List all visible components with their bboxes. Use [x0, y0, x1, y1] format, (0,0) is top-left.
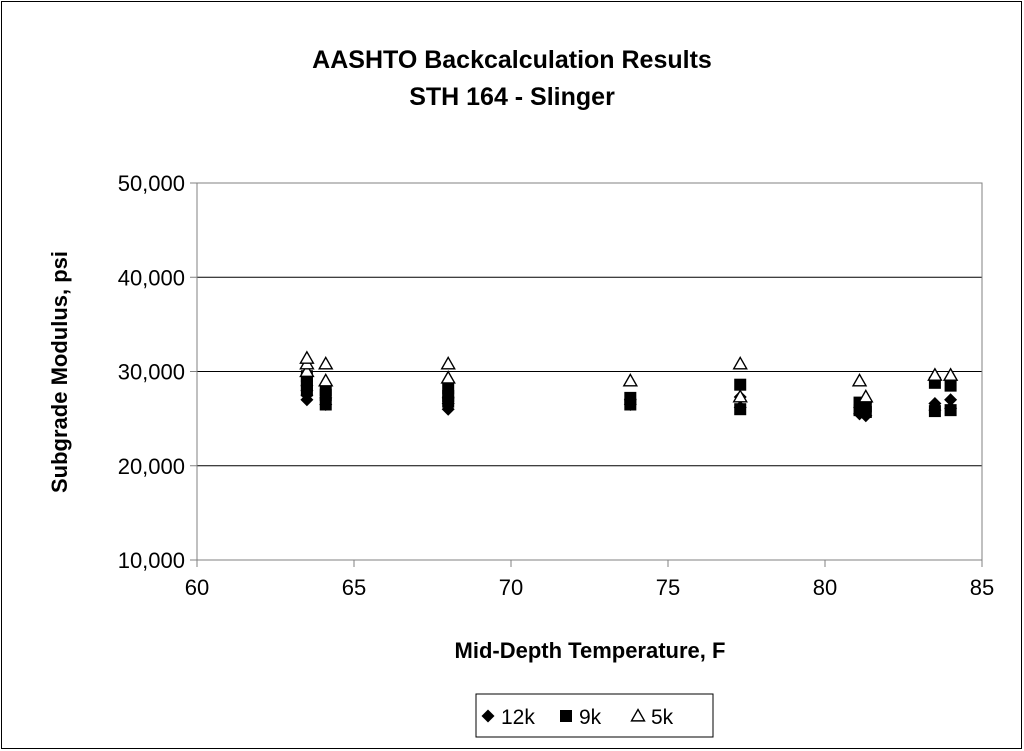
point-9k: [734, 403, 747, 416]
y-axis: 10,000 20,000 30,000 40,000 50,000: [118, 171, 198, 573]
legend: 12k 9k 5k: [475, 693, 714, 738]
point-5k: [299, 350, 315, 364]
legend-marker-5k: [630, 708, 646, 722]
point-5k: [942, 367, 959, 381]
chart-subtitle: STH 164 - Slinger: [409, 83, 615, 111]
y-tick-label: 10,000: [118, 548, 185, 573]
legend-label-12k: 12k: [501, 706, 535, 729]
point-9k: [734, 378, 747, 391]
gridlines: [197, 182, 982, 561]
y-tick-label: 30,000: [118, 360, 185, 385]
x-tick-label: 70: [499, 575, 523, 600]
y-tick-label: 40,000: [118, 265, 185, 290]
point-12k: [944, 393, 958, 407]
y-tick-label: 50,000: [118, 171, 185, 196]
point-9k: [928, 405, 941, 418]
point-5k: [318, 373, 334, 387]
x-tick-label: 85: [970, 575, 994, 600]
point-5k: [732, 389, 748, 403]
chart-title: AASHTO Backcalculation Results: [312, 46, 712, 74]
legend-marker-12k: [481, 709, 495, 723]
point-5k: [732, 356, 748, 370]
series-5k: [299, 350, 959, 403]
point-9k: [944, 404, 957, 417]
x-axis: 60 65 70 75 80 85: [185, 559, 994, 600]
point-5k: [851, 373, 868, 387]
point-5k: [858, 389, 874, 403]
point-5k: [927, 367, 943, 381]
point-5k: [299, 363, 315, 378]
x-tick-label: 80: [813, 575, 837, 600]
point-5k: [622, 373, 639, 387]
point-5k: [440, 356, 456, 370]
point-9k: [859, 400, 872, 413]
point-9k: [944, 379, 957, 392]
legend-label-5k: 5k: [651, 706, 674, 729]
point-9k: [624, 391, 637, 404]
point-9k: [319, 384, 332, 397]
point-5k: [318, 356, 334, 370]
y-tick-label: 20,000: [118, 454, 185, 479]
legend-marker-9k: [560, 710, 572, 722]
point-9k: [319, 398, 332, 411]
x-tick-label: 60: [185, 575, 209, 600]
point-9k: [442, 382, 455, 395]
legend-box: [475, 693, 714, 738]
y-axis-title: Subgrade Modulus, psi: [47, 251, 72, 493]
data-points: [299, 350, 959, 423]
point-5k: [440, 370, 456, 384]
x-axis-title: Mid-Depth Temperature, F: [455, 638, 726, 663]
x-tick-label: 75: [656, 575, 680, 600]
x-tick-label: 65: [342, 575, 366, 600]
legend-label-9k: 9k: [579, 706, 602, 729]
series-9k: [300, 370, 957, 419]
